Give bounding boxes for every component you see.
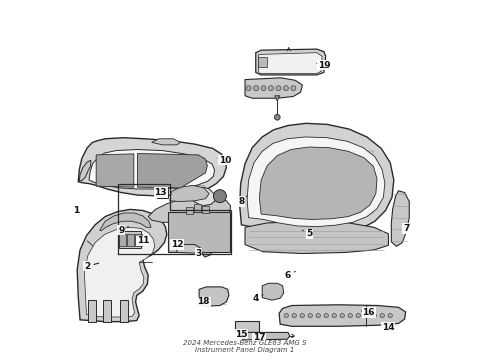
Polygon shape	[135, 234, 142, 246]
Polygon shape	[256, 49, 326, 75]
Circle shape	[269, 86, 273, 91]
Circle shape	[283, 86, 289, 91]
Polygon shape	[199, 287, 229, 306]
Circle shape	[364, 314, 368, 318]
Polygon shape	[84, 227, 155, 317]
Circle shape	[308, 314, 313, 318]
Text: 17: 17	[253, 333, 266, 342]
Polygon shape	[103, 300, 111, 321]
Polygon shape	[137, 153, 207, 188]
Polygon shape	[235, 320, 259, 332]
Polygon shape	[88, 300, 96, 321]
Polygon shape	[177, 244, 202, 253]
Text: 12: 12	[171, 240, 183, 249]
Circle shape	[253, 86, 259, 91]
Circle shape	[356, 314, 360, 318]
Circle shape	[276, 86, 281, 91]
Polygon shape	[279, 305, 406, 326]
Circle shape	[380, 314, 384, 318]
Polygon shape	[96, 154, 134, 187]
Circle shape	[316, 314, 320, 318]
Polygon shape	[258, 57, 267, 67]
Circle shape	[291, 86, 296, 91]
Text: 10: 10	[219, 156, 231, 165]
Polygon shape	[168, 212, 230, 252]
Polygon shape	[242, 332, 290, 340]
Polygon shape	[259, 147, 377, 220]
Polygon shape	[186, 207, 193, 214]
Polygon shape	[275, 96, 280, 101]
Polygon shape	[157, 189, 168, 198]
Text: 4: 4	[252, 294, 259, 303]
Polygon shape	[200, 243, 212, 257]
Polygon shape	[120, 300, 128, 321]
Text: 8: 8	[238, 197, 245, 206]
Circle shape	[340, 314, 344, 318]
Polygon shape	[259, 53, 322, 73]
Circle shape	[214, 190, 226, 203]
Polygon shape	[77, 210, 167, 321]
Text: 18: 18	[197, 297, 210, 306]
Circle shape	[300, 314, 304, 318]
Polygon shape	[191, 187, 216, 206]
Polygon shape	[245, 221, 389, 253]
Polygon shape	[392, 191, 409, 246]
Circle shape	[274, 114, 280, 120]
Polygon shape	[89, 149, 215, 189]
Text: 1: 1	[74, 206, 79, 215]
Circle shape	[261, 86, 266, 91]
Text: 7: 7	[403, 224, 410, 233]
Circle shape	[348, 314, 352, 318]
Polygon shape	[120, 231, 141, 248]
Text: 19: 19	[318, 61, 330, 70]
Circle shape	[284, 314, 289, 318]
Polygon shape	[262, 283, 284, 300]
Text: 16: 16	[363, 308, 375, 317]
Polygon shape	[194, 204, 201, 212]
Circle shape	[332, 314, 337, 318]
Text: 9: 9	[118, 226, 124, 235]
Polygon shape	[100, 213, 151, 231]
Circle shape	[372, 314, 376, 318]
Polygon shape	[152, 139, 180, 145]
Polygon shape	[126, 234, 134, 246]
Polygon shape	[202, 206, 209, 213]
Circle shape	[388, 314, 392, 318]
Text: 2024 Mercedes-Benz GLE63 AMG S
Instrument Panel Diagram 1: 2024 Mercedes-Benz GLE63 AMG S Instrumen…	[183, 340, 307, 353]
Polygon shape	[170, 185, 209, 202]
Circle shape	[246, 86, 251, 91]
Text: 15: 15	[235, 330, 247, 339]
Polygon shape	[247, 137, 385, 226]
Circle shape	[324, 314, 328, 318]
Circle shape	[157, 189, 166, 198]
Text: 6: 6	[285, 270, 291, 279]
Text: 2: 2	[84, 262, 90, 271]
Text: 11: 11	[137, 237, 149, 246]
Circle shape	[292, 314, 296, 318]
Polygon shape	[78, 138, 226, 196]
Text: 14: 14	[382, 323, 395, 332]
Text: 13: 13	[154, 188, 167, 197]
Polygon shape	[79, 160, 91, 181]
Polygon shape	[148, 196, 231, 222]
Polygon shape	[240, 123, 394, 235]
Text: 5: 5	[306, 229, 313, 238]
Polygon shape	[245, 78, 302, 98]
Text: 3: 3	[195, 249, 201, 258]
Polygon shape	[119, 234, 126, 246]
